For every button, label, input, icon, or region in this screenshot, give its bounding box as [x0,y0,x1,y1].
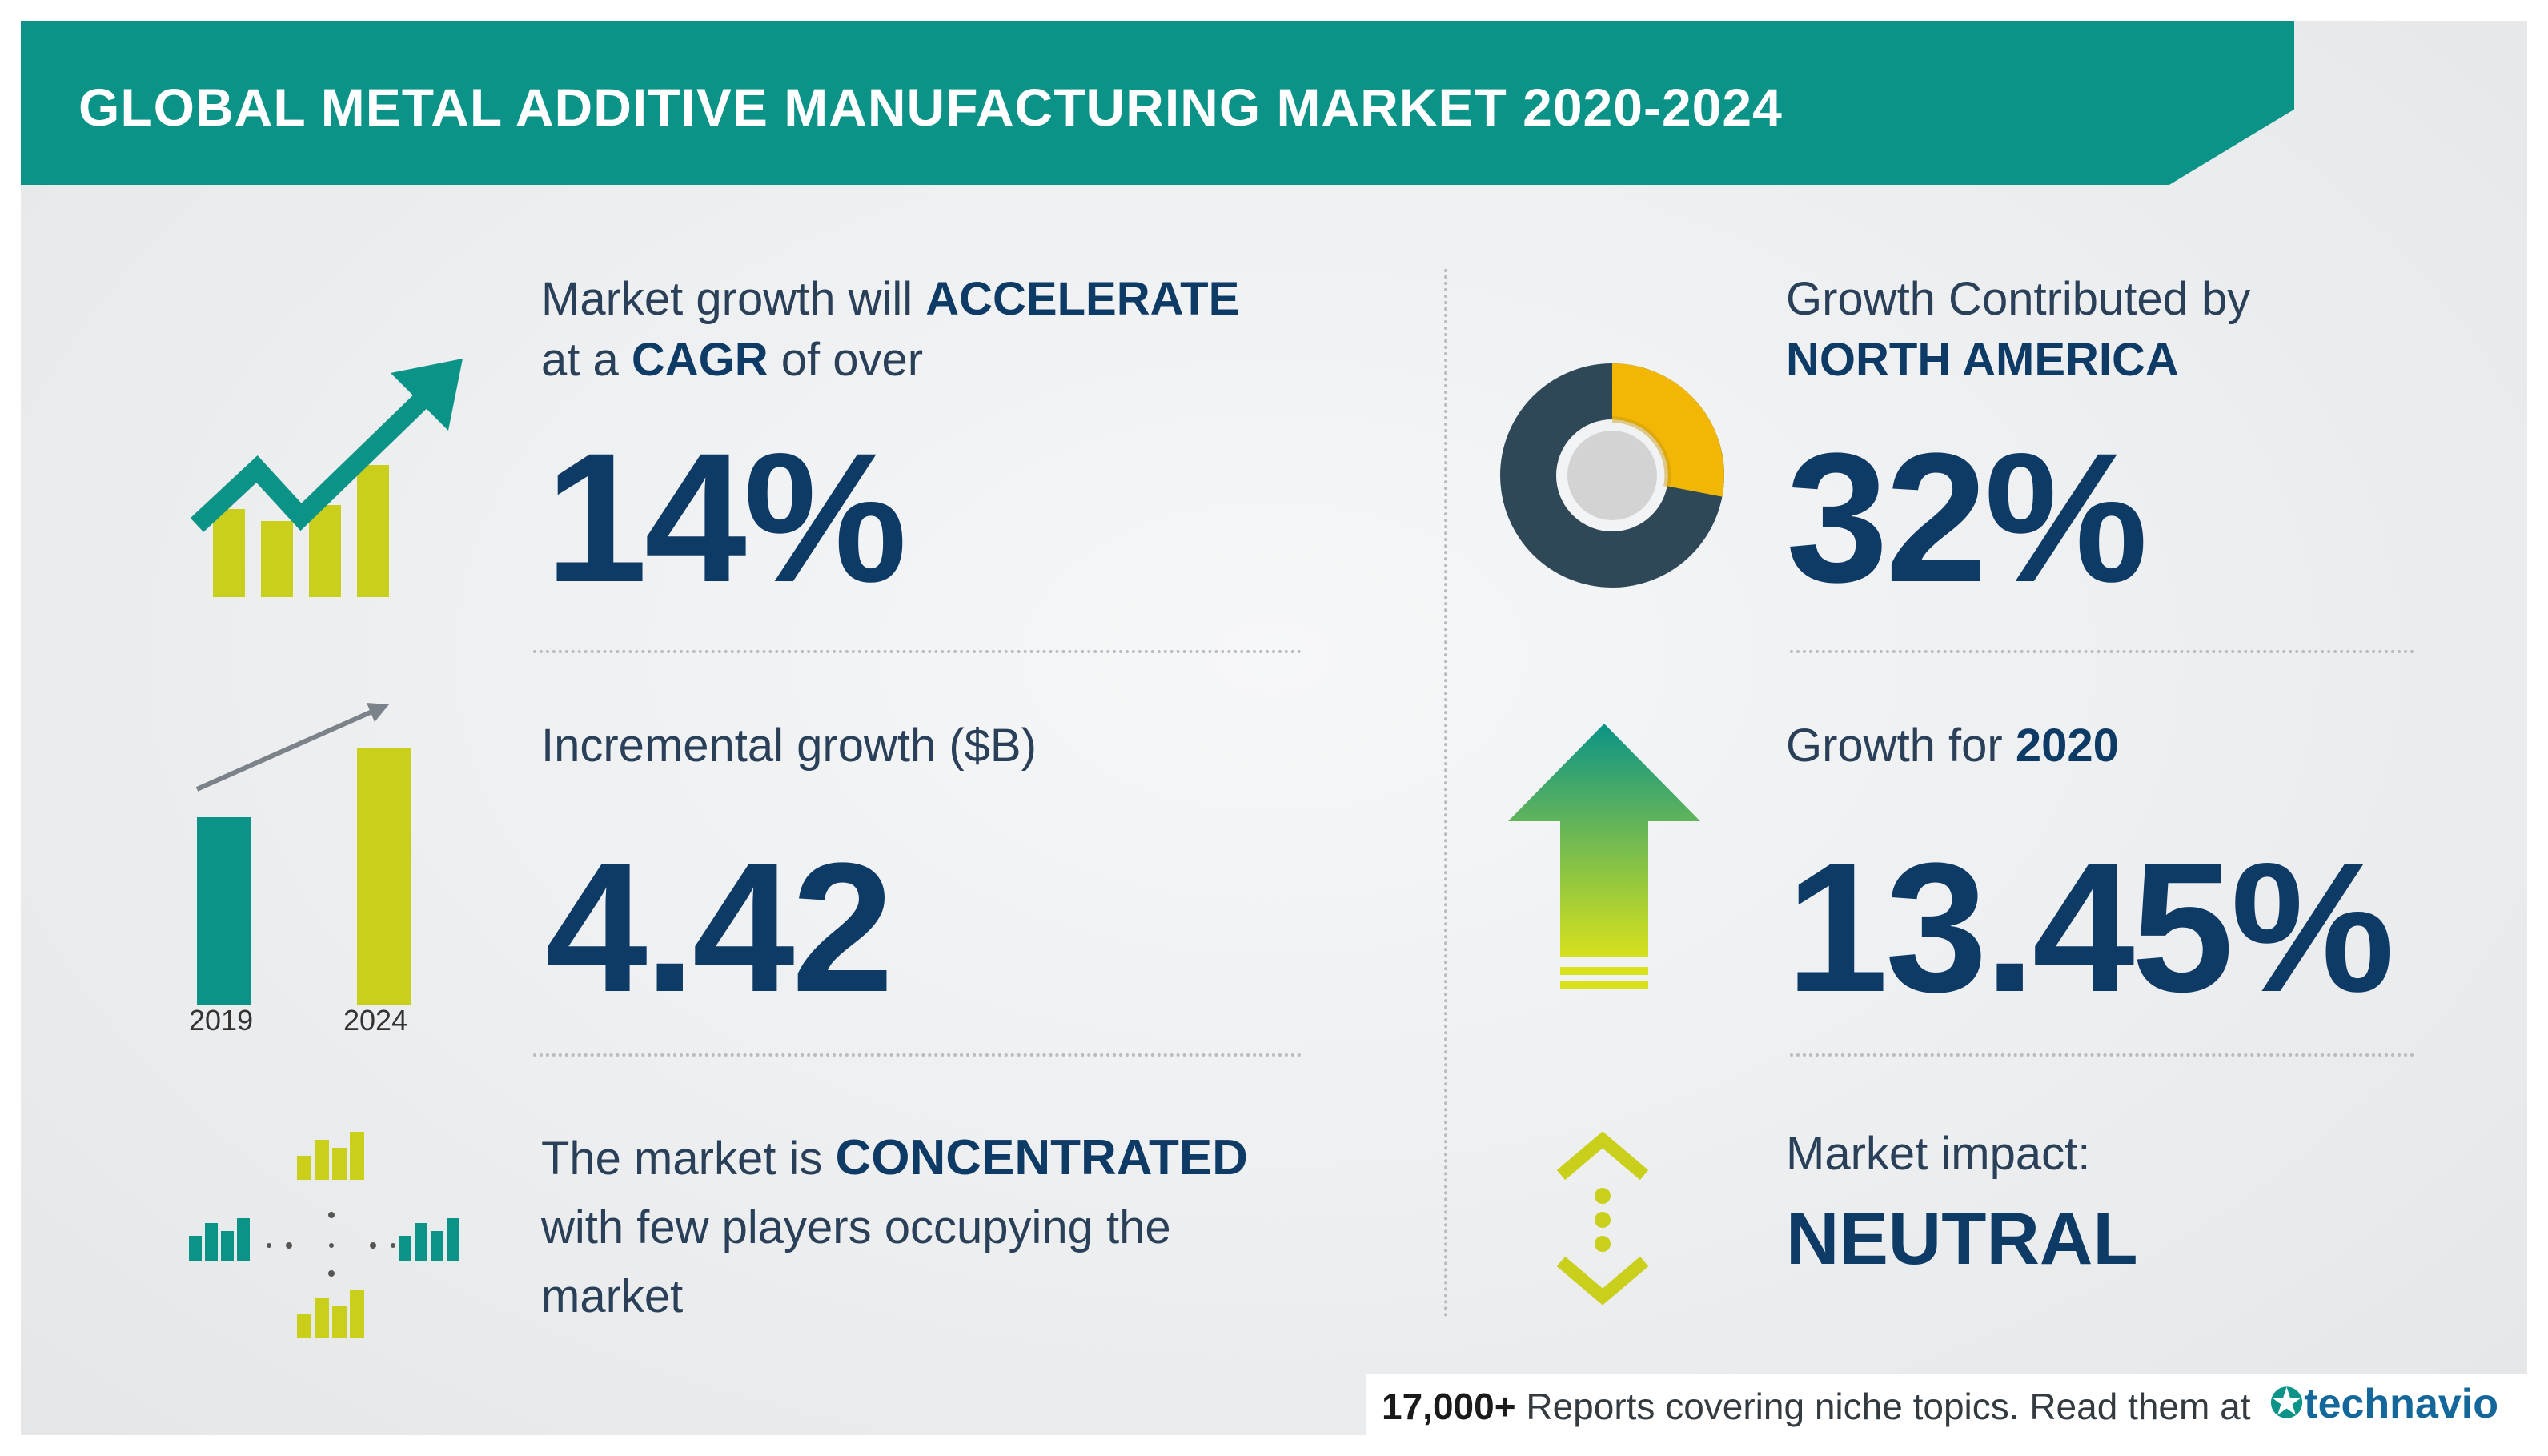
concentration-label: The market is CONCENTRATED with few play… [541,1124,1248,1331]
market-concentration-icon [189,1132,459,1338]
region-label-line1: Growth Contributed by [1786,273,2251,325]
impact-label: Market impact: [1786,1128,2091,1180]
year-end-label: 2024 [343,1004,408,1037]
growth-year-label-prefix: Growth for [1786,720,2003,772]
footer-text: 17,000+ Reports covering niche topics. R… [1382,1385,2250,1428]
incremental-value: 4.42 [545,824,894,1030]
cagr-label-accelerate: ACCELERATE [925,273,1240,325]
growth-chart-icon [190,359,463,597]
cagr-label-line1: Market growth will [541,273,913,325]
footer-description: Reports covering niche topics. Read them… [1526,1386,2251,1427]
concentration-bold: CONCENTRATED [835,1130,1248,1185]
neutral-impact-icon [1556,1131,1649,1306]
infographic-card: GLOBAL METAL ADDITIVE MANUFACTURING MARK… [21,21,2527,1435]
region-value: 32% [1786,415,2148,620]
growth-year-label-year: 2020 [2015,720,2119,772]
year-start-label: 2019 [189,1004,254,1037]
divider-left-2 [533,1053,1302,1057]
cagr-label: Market growth will ACCELERATE at a CAGR … [541,269,1239,391]
donut-chart-icon [1500,363,1724,588]
cagr-label-line2: at a [541,334,619,386]
incremental-label: Incremental growth ($B) [541,720,1037,772]
footer-report-count: 17,000+ [1382,1386,1516,1427]
divider-left-1 [533,650,1302,653]
footer-bar: 17,000+ Reports covering niche topics. R… [1366,1374,2527,1435]
cagr-value: 14% [545,415,907,620]
concentration-line1: The market is [541,1133,823,1185]
region-label: Growth Contributed by NORTH AMERICA [1786,269,2250,391]
technavio-logo[interactable]: ✪technavio [2269,1380,2498,1428]
concentration-line2: with few players occupying the [541,1201,1171,1253]
impact-value: NEUTRAL [1786,1198,2138,1280]
cagr-label-cagr: CAGR [631,334,768,386]
region-label-line2: NORTH AMERICA [1786,334,2179,386]
technavio-logo-icon: ✪ [2269,1381,2305,1427]
divider-right-2 [1790,1053,2414,1057]
page-title: GLOBAL METAL ADDITIVE MANUFACTURING MARK… [78,78,1783,137]
growth-year-value: 13.45% [1786,824,2394,1030]
center-divider [1444,269,1447,1318]
incremental-bars-icon [195,703,411,1005]
up-arrow-icon [1508,724,1700,989]
concentration-line3: market [541,1270,684,1322]
divider-right-1 [1790,650,2414,653]
title-banner [21,21,2294,185]
technavio-logo-text: technavio [2304,1381,2498,1427]
cagr-label-suffix: of over [780,334,924,386]
growth-year-label: Growth for 2020 [1786,716,2119,776]
